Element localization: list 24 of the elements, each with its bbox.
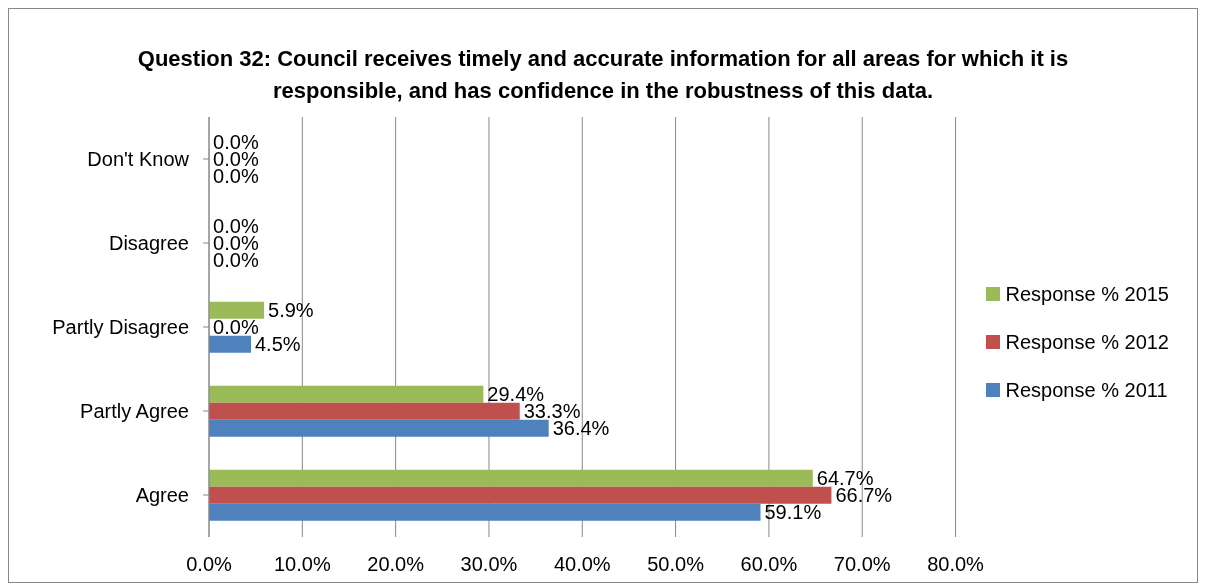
x-tick-label: 20.0% <box>367 553 425 576</box>
x-tick-label: 10.0% <box>273 553 331 576</box>
data-label: 5.9% <box>268 299 314 322</box>
data-label: 0.0% <box>213 165 259 188</box>
y-tick-label: Don't Know <box>87 148 190 171</box>
data-label: 66.7% <box>835 484 893 507</box>
legend-label: Response % 2015 <box>1005 282 1169 307</box>
data-label: 59.1% <box>764 501 822 524</box>
legend-label: Response % 2011 <box>1005 378 1168 403</box>
x-tick-label: 30.0% <box>460 553 518 576</box>
y-tick-label: Disagree <box>108 232 189 255</box>
chart-title: Question 32: Council receives timely and accurate information for all areas for which it is responsible, and has confidence in the robustness of this data. <box>136 45 1070 105</box>
x-tick-label: 50.0% <box>647 553 705 576</box>
legend-label: Response % 2012 <box>1005 330 1169 355</box>
data-label: 36.4% <box>552 417 610 440</box>
y-tick-label: Partly Disagree <box>52 316 189 339</box>
x-tick-label: 40.0% <box>553 553 611 576</box>
y-tick-label: Partly Agree <box>80 400 189 423</box>
x-tick-label: 60.0% <box>740 553 798 576</box>
data-label: 0.0% <box>213 249 259 272</box>
x-tick-label: 0.0% <box>186 553 233 576</box>
y-tick-label: Agree <box>135 484 189 507</box>
x-tick-label: 80.0% <box>927 553 985 576</box>
x-tick-label: 70.0% <box>833 553 891 576</box>
